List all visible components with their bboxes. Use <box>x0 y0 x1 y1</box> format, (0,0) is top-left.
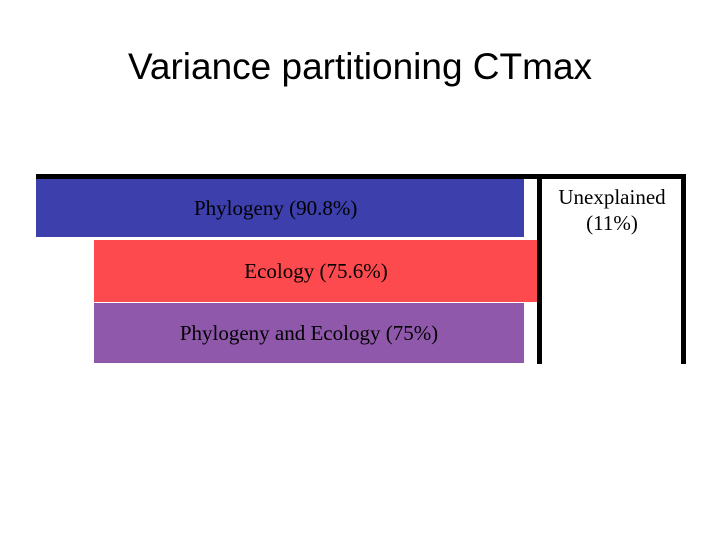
divider-line <box>537 174 542 364</box>
unexplained-percent: (11%) <box>586 211 638 235</box>
unexplained-title: Unexplained <box>558 185 666 209</box>
ecology-bar: Ecology (75.6%) <box>94 240 538 302</box>
ecology-label: Ecology (75.6%) <box>244 258 388 283</box>
unexplained-label: Unexplained (11%) <box>542 184 682 236</box>
slide-title: Variance partitioning CTmax <box>127 46 593 87</box>
phylogeny-and-ecology-label: Phylogeny and Ecology (75%) <box>179 320 439 345</box>
top-border-line <box>36 174 686 179</box>
phylogeny-label: Phylogeny (90.8%) <box>194 195 358 220</box>
right-border-line <box>681 174 686 364</box>
phylogeny-and-ecology-bar: Phylogeny and Ecology (75%) <box>94 303 524 363</box>
phylogeny-bar: Phylogeny (90.8%) <box>36 179 524 237</box>
